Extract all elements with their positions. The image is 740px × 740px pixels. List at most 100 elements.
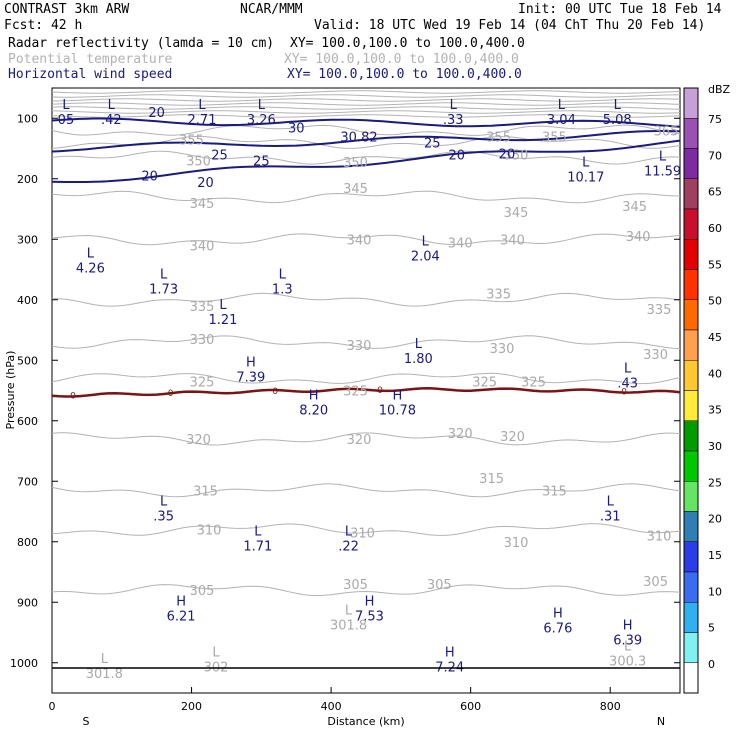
extremum-high-marker: H [445, 646, 455, 661]
colorbar-swatch [683, 269, 699, 300]
y-tick-label: 500 [17, 354, 38, 367]
theta-label: 305 [643, 575, 668, 590]
extremum-low-marker: L [558, 98, 566, 113]
extremum-low-marker: L [87, 246, 95, 261]
theta-label: 320 [500, 430, 525, 445]
y-tick-label: 800 [17, 536, 38, 549]
extremum-low-marker: L [254, 525, 262, 540]
colorbar-level-label: 55 [708, 258, 722, 271]
theta-label: 325 [190, 375, 215, 390]
extremum-value: 6.39 [613, 633, 642, 648]
extrema-layer: L05L.42L2.71L3.26L.33L3.04L5.08L10.17L11… [52, 98, 681, 682]
extremum-value: 7.39 [236, 370, 265, 385]
field-reflectivity-name: Radar reflectivity (lamda = 10 cm) [8, 36, 274, 51]
upper-isentrope-band [51, 90, 681, 94]
extremum-value: 2.04 [411, 249, 440, 264]
extremum-low-marker: L [212, 646, 220, 661]
theta-label: 335 [647, 303, 672, 318]
y-tick-label: 400 [17, 294, 38, 307]
colorbar-level-label: 45 [708, 331, 722, 344]
colorbar-level-label: 40 [708, 367, 722, 380]
extremum-low-marker: L [160, 268, 168, 283]
x-tick-label: 800 [600, 700, 621, 713]
colorbar-level-label: 70 [708, 149, 722, 162]
extremum-value: 5.08 [603, 113, 632, 128]
extremum-value: .42 [101, 113, 122, 128]
theta-label: 325 [472, 375, 497, 390]
theta-isentrope-345 [51, 190, 680, 204]
colorbar-level-label: 5 [708, 622, 715, 635]
extremum-low-marker: L [279, 268, 287, 283]
theta-isentrope-325 [51, 372, 681, 385]
theta-label: 340 [347, 233, 372, 248]
extremum-low-marker: L [607, 494, 615, 509]
extremum-value: 8.20 [299, 404, 328, 419]
extremum-low-marker: L [345, 525, 353, 540]
theta-label: 350 [186, 155, 211, 170]
extremum-value: 1.80 [404, 352, 433, 367]
theta-label: 320 [448, 427, 473, 442]
extremum-high-marker: H [365, 594, 375, 609]
extremum-low-marker: L [624, 361, 632, 376]
theta-label: 320 [347, 433, 372, 448]
theta-label: 335 [486, 288, 511, 303]
theta-label: 305 [190, 584, 215, 599]
theta-contour-layer [51, 90, 681, 597]
extremum-low-marker: L [450, 98, 458, 113]
colorbar-level-label: 65 [708, 186, 722, 199]
extremum-low-marker: L [422, 234, 430, 249]
theta-label: 315 [193, 484, 218, 499]
extremum-value: .35 [153, 509, 174, 524]
theta-label: 345 [504, 206, 529, 221]
colorbar-swatch [683, 541, 699, 573]
field-theta-name: Potential temperature [8, 52, 173, 67]
extremum-high-marker: H [176, 594, 186, 609]
extremum-low-marker: L [659, 150, 667, 165]
freezing-level-line [51, 387, 681, 398]
south-end-label: S [83, 715, 90, 728]
x-tick-label: 600 [460, 700, 481, 713]
extremum-value: 1.3 [272, 283, 293, 298]
x-tick-label: 200 [181, 700, 202, 713]
colorbar-level-label: 60 [708, 222, 722, 235]
colorbar-swatch [683, 420, 699, 452]
north-end-label: N [657, 715, 665, 728]
wind-label: 20 [499, 147, 516, 162]
theta-label: 330 [643, 348, 668, 363]
extremum-value: 1.21 [208, 313, 237, 328]
theta-isentrope-340 [51, 233, 681, 246]
extremum-value: 05 [58, 113, 75, 128]
theta-label: 345 [190, 197, 215, 212]
wind-label: 20 [448, 149, 465, 164]
colorbar-unit: dBZ [708, 83, 731, 96]
theta-isentrope-350 [51, 150, 681, 165]
colorbar-swatch [683, 299, 699, 331]
theta-label: 345 [343, 182, 368, 197]
theta-label: 355 [486, 130, 511, 145]
theta-label: 340 [190, 239, 215, 254]
wind-label: 30 [288, 121, 305, 136]
colorbar-swatch [683, 511, 699, 542]
wind-contour-layer [51, 117, 681, 183]
colorbar-swatch [683, 632, 699, 663]
extremum-value: 6.76 [543, 621, 572, 636]
extremum-high-marker: H [393, 389, 403, 404]
colorbar-swatch [683, 329, 699, 361]
theta-label: 325 [343, 385, 368, 400]
theta-label: 320 [186, 433, 211, 448]
extremum-low-marker: L [624, 640, 632, 655]
theta-label: 355 [179, 133, 204, 148]
freezing-level-label: 0 [168, 389, 174, 399]
y-tick-label: 900 [17, 596, 38, 609]
extremum-high-marker: H [246, 355, 256, 370]
freezing-level-label: 0 [621, 387, 627, 397]
theta-label: 330 [190, 333, 215, 348]
theta-label: 310 [197, 524, 222, 539]
producer-label: NCAR/MMM [240, 2, 303, 17]
extremum-low-marker: L [345, 603, 353, 618]
extremum-low-marker: L [62, 98, 70, 113]
extremum-low-marker: L [258, 98, 266, 113]
extremum-high-marker: H [309, 389, 319, 404]
